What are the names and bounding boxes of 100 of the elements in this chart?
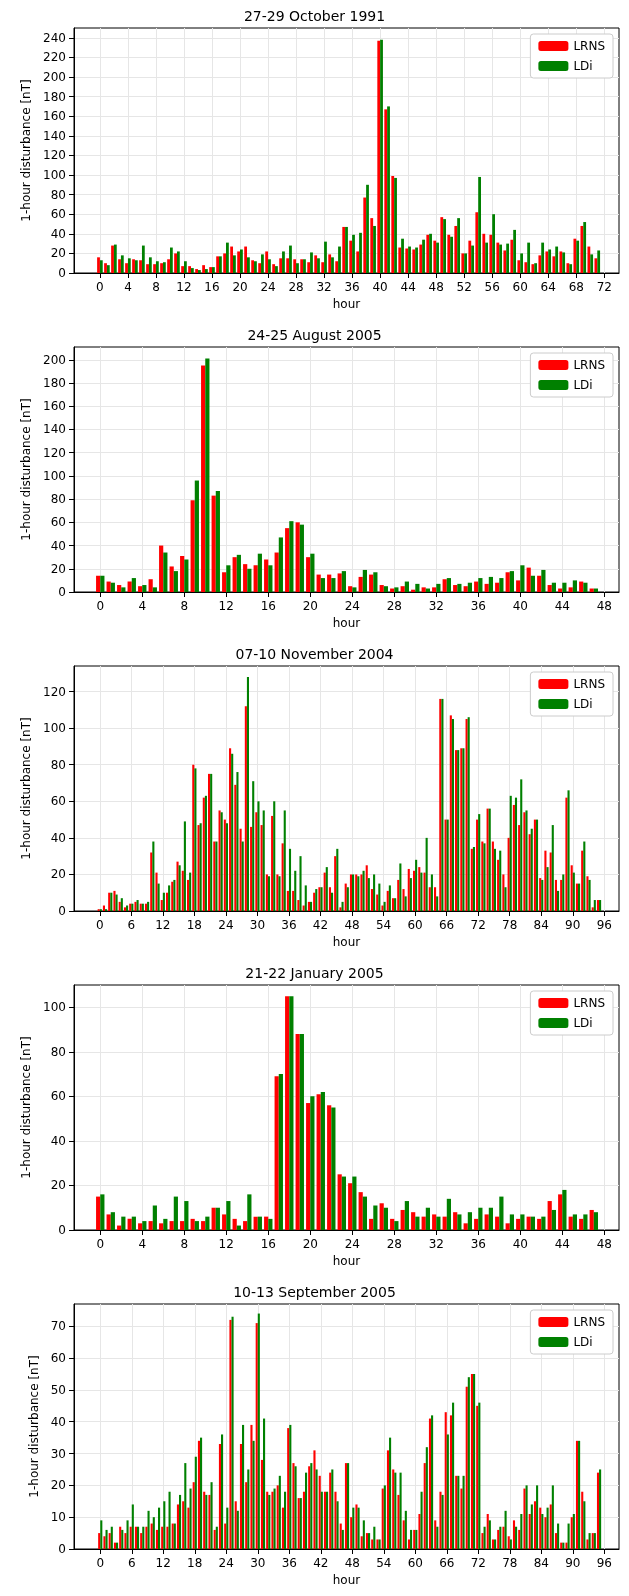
bar bbox=[229, 748, 232, 911]
bar bbox=[488, 1207, 493, 1230]
x-tick-label: 6 bbox=[127, 1556, 136, 1570]
bar bbox=[378, 883, 381, 911]
bar bbox=[194, 768, 197, 911]
bar bbox=[246, 676, 250, 911]
bar bbox=[541, 242, 545, 273]
bar bbox=[462, 1475, 465, 1549]
bar bbox=[288, 848, 292, 911]
y-tick-label: 180 bbox=[43, 376, 66, 390]
bar bbox=[245, 1482, 248, 1549]
bar bbox=[394, 1221, 399, 1230]
bar bbox=[138, 1223, 143, 1230]
bar bbox=[581, 1491, 584, 1549]
x-tick-label: 96 bbox=[596, 1556, 612, 1570]
bar bbox=[321, 262, 325, 273]
x-tick-label: 32 bbox=[428, 1237, 444, 1251]
bar bbox=[421, 1216, 426, 1230]
bar bbox=[404, 1510, 407, 1549]
bar bbox=[221, 1434, 224, 1549]
x-tick-label: 0 bbox=[95, 918, 104, 932]
bar bbox=[244, 246, 248, 273]
bar bbox=[226, 1201, 231, 1230]
bar bbox=[324, 241, 327, 273]
bar bbox=[484, 583, 489, 592]
bar bbox=[365, 865, 368, 911]
bar bbox=[260, 1459, 264, 1549]
x-tick-label: 30 bbox=[249, 918, 266, 932]
bar bbox=[551, 1209, 556, 1230]
x-axis-title: hour bbox=[332, 296, 361, 311]
legend-label: LRNS bbox=[573, 358, 606, 372]
bar bbox=[370, 218, 374, 273]
bar bbox=[399, 863, 402, 911]
bar bbox=[126, 1520, 129, 1549]
bar bbox=[296, 263, 299, 273]
bar bbox=[370, 889, 374, 911]
bar bbox=[432, 1214, 437, 1230]
x-tick-label: 20 bbox=[302, 599, 318, 613]
bar bbox=[486, 1514, 489, 1549]
y-tick-label: 120 bbox=[43, 445, 66, 460]
bar bbox=[295, 1034, 300, 1230]
bar bbox=[236, 772, 239, 911]
bar bbox=[150, 1523, 153, 1549]
bar bbox=[505, 1223, 510, 1230]
bar bbox=[222, 572, 227, 592]
bar bbox=[495, 1216, 500, 1230]
bar bbox=[166, 1526, 169, 1549]
bar bbox=[194, 480, 199, 592]
bar bbox=[98, 1533, 101, 1549]
bar bbox=[283, 810, 286, 911]
x-tick-label: 42 bbox=[312, 918, 329, 932]
bar bbox=[546, 867, 549, 911]
bar bbox=[187, 1507, 190, 1549]
x-tick-label: 72 bbox=[470, 1556, 486, 1570]
bar bbox=[504, 887, 507, 911]
x-tick-label: 66 bbox=[439, 1556, 455, 1570]
bar bbox=[388, 885, 391, 911]
y-tick-label: 40 bbox=[50, 226, 66, 241]
bar bbox=[562, 582, 567, 592]
bar bbox=[247, 1194, 252, 1230]
bar bbox=[399, 1472, 402, 1549]
bar bbox=[325, 867, 328, 911]
bar bbox=[279, 258, 283, 273]
bar bbox=[262, 810, 265, 911]
bar bbox=[379, 585, 384, 592]
bar bbox=[422, 239, 425, 273]
bar bbox=[348, 586, 353, 592]
bar bbox=[243, 1221, 248, 1230]
y-tick-label: 0 bbox=[58, 904, 66, 918]
bar bbox=[121, 587, 126, 592]
bar bbox=[152, 1517, 155, 1549]
bar bbox=[436, 1216, 441, 1230]
bar bbox=[286, 890, 289, 911]
bar bbox=[339, 907, 342, 911]
bar bbox=[489, 234, 493, 273]
bar bbox=[190, 500, 195, 592]
bar bbox=[189, 872, 192, 911]
bar bbox=[106, 1214, 111, 1230]
bar bbox=[181, 870, 184, 911]
bar bbox=[358, 576, 363, 592]
bar bbox=[108, 1533, 111, 1549]
bar bbox=[363, 197, 367, 273]
bar bbox=[452, 1402, 455, 1549]
bar bbox=[562, 1189, 567, 1230]
y-tick-label: 40 bbox=[50, 538, 66, 553]
x-tick-label: 32 bbox=[316, 280, 332, 294]
x-tick-label: 0 bbox=[96, 280, 104, 294]
bar bbox=[454, 225, 458, 273]
bar bbox=[232, 1218, 237, 1230]
x-tick-label: 24 bbox=[344, 599, 360, 613]
bar bbox=[173, 1196, 178, 1230]
bar bbox=[215, 490, 220, 592]
y-tick-label: 50 bbox=[50, 1382, 66, 1397]
bar bbox=[336, 1501, 339, 1549]
x-tick-label: 66 bbox=[438, 918, 455, 932]
bar bbox=[425, 1207, 430, 1230]
x-tick-label: 36 bbox=[281, 918, 297, 932]
bar bbox=[485, 242, 488, 273]
bar bbox=[218, 1444, 222, 1549]
y-tick-label: 30 bbox=[50, 1446, 66, 1461]
